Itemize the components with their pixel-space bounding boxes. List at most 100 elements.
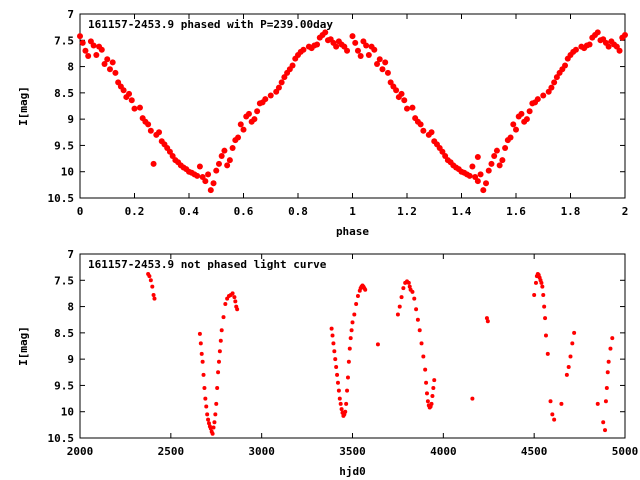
data-point [608,346,613,351]
data-point [485,319,490,324]
data-point [338,401,343,406]
y-tick-label: 9.5 [54,379,74,392]
data-point [347,346,352,351]
x-tick-label: 4000 [430,445,457,458]
data-point [499,157,506,164]
data-point [477,171,484,178]
data-point [552,417,557,422]
data-point [350,320,355,325]
data-point [603,399,608,404]
data-point [205,412,210,417]
data-point [622,32,628,39]
data-point [148,278,153,283]
y-tick-label: 10 [61,166,74,179]
data-point [332,349,337,354]
x-axis-label: phase [336,225,369,238]
data-point [205,171,212,178]
data-point [425,399,430,404]
data-point [407,284,412,289]
data-point [226,157,233,164]
x-tick-label: 3500 [339,445,366,458]
data-point [82,47,89,54]
data-point [354,301,359,306]
data-point [322,29,329,36]
data-point [423,367,428,372]
data-point [215,386,220,391]
data-point [610,336,615,341]
data-point [339,407,344,412]
data-point [237,121,244,128]
data-point [363,42,370,49]
data-point [215,160,222,167]
data-point [345,388,350,393]
chart-title: 161157-2453.9 phased with P=239.00day [88,18,333,31]
x-tick-label: 1.4 [452,205,472,218]
data-point [496,162,503,169]
data-point [206,421,211,426]
data-point [245,110,252,117]
data-point [371,46,378,53]
data-point [568,354,573,359]
data-point [562,62,569,69]
data-point [344,47,351,54]
data-point [401,97,408,104]
data-point [201,372,206,377]
data-point [229,145,236,152]
data-point [384,69,391,76]
chart-panel-phased: 0 0.2 0.4 0.6 0.8 1 1.2 1.4 1.6 1.8 2 7 7.5 8 8.5 9 9.5 1… [17,8,628,238]
data-point [198,341,203,346]
y-tick-label: 10.5 [48,432,75,445]
data-point [204,404,209,409]
data-point [616,47,623,54]
y-tick-label: 8.5 [54,327,74,340]
data-point [202,386,207,391]
y-tick-label: 10.5 [48,192,75,205]
data-point [230,291,235,296]
data-point [352,39,359,46]
data-point [196,163,203,170]
data-point [93,52,100,59]
data-point [397,304,402,309]
data-point [136,104,143,111]
data-point [409,104,416,111]
data-point [217,349,222,354]
data-point [421,354,426,359]
data-point [262,96,269,103]
data-point [605,43,612,50]
data-point [493,147,500,154]
data-point [412,296,417,301]
data-point [336,388,341,393]
data-point [300,46,307,53]
data-point [432,378,437,383]
data-point [331,341,336,346]
data-point [211,425,216,430]
y-axis-label: I[mag] [17,326,30,366]
data-point [594,29,601,36]
data-point [90,42,97,49]
data-point [79,39,86,46]
data-point [406,280,411,285]
y-tick-label: 7 [67,8,74,21]
data-point [424,380,429,385]
data-point [428,129,435,136]
data-point [548,84,555,91]
data-point [488,160,495,167]
data-point [101,60,108,67]
y-axis-label: I[mag] [17,86,30,126]
data-point [145,121,152,128]
data-point [545,351,550,356]
data-point [329,326,334,331]
data-point [414,307,419,312]
data-point [314,41,321,48]
data-point [152,296,157,301]
data-point [566,365,571,370]
data-point [104,56,111,63]
data-point [507,134,514,141]
data-point [606,359,611,364]
data-point [393,87,400,94]
data-point [357,53,364,60]
data-point [543,333,548,338]
data-point [398,90,405,97]
data-point [586,41,593,48]
